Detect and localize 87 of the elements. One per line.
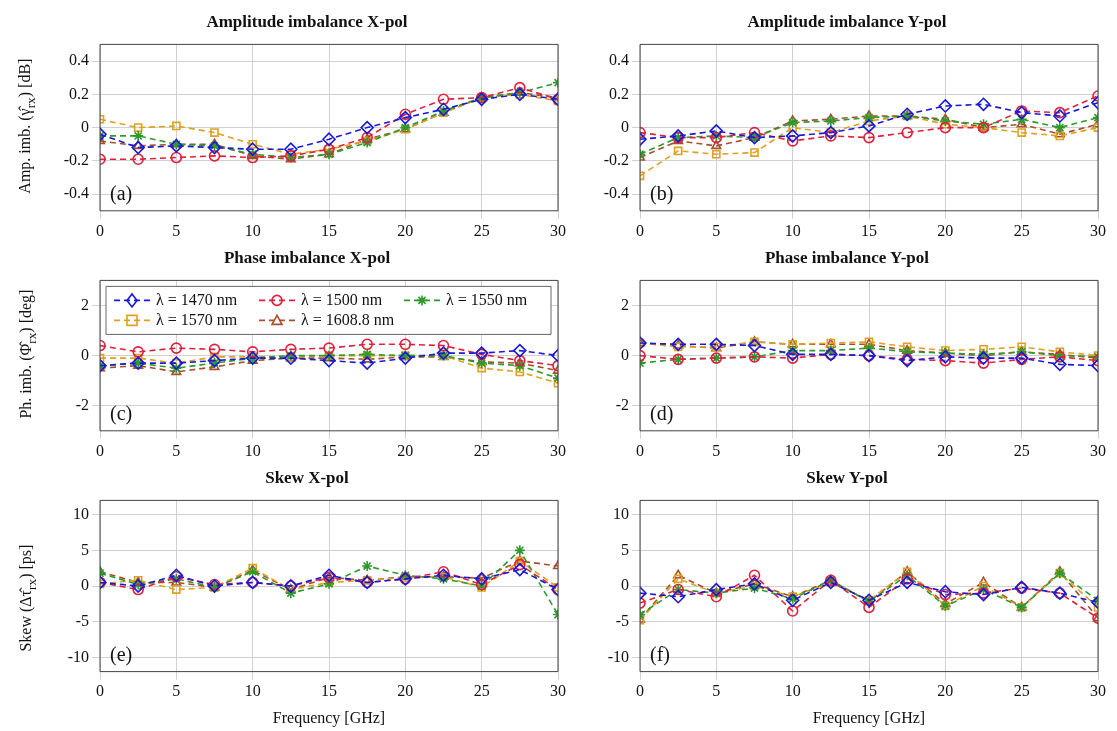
x-tick-label: 20 <box>937 221 954 239</box>
chart-title: Amplitude imbalance X-pol <box>206 11 408 31</box>
y-tick-label: -2 <box>75 395 89 413</box>
y-tick-label: 0 <box>81 576 89 594</box>
legend-label: λ = 1470 nm <box>156 290 238 308</box>
y-tick-label: 0 <box>81 345 89 363</box>
x-tick-label: 20 <box>937 441 954 459</box>
y-tick-label: -10 <box>67 647 89 665</box>
y-tick-label: -0.2 <box>63 151 89 169</box>
chart-title: Skew X-pol <box>265 467 350 487</box>
x-tick-label: 15 <box>861 441 877 459</box>
x-tick-label: 25 <box>1013 682 1030 700</box>
chart-title: Skew Y-pol <box>806 467 888 487</box>
x-tick-label: 5 <box>712 441 721 459</box>
legend-label: λ = 1608.8 nm <box>301 310 395 328</box>
x-tick-label: 15 <box>861 221 877 239</box>
y-tick-label: 0.2 <box>69 84 89 102</box>
annotation: (d) <box>650 402 674 426</box>
x-tick-label: 5 <box>172 441 181 459</box>
x-tick-label: 10 <box>244 682 261 700</box>
chart-title: Amplitude imbalance Y-pol <box>747 11 947 31</box>
x-tick-label: 10 <box>244 441 261 459</box>
y-tick-label: 2 <box>621 295 629 313</box>
x-tick-label: 15 <box>321 682 337 700</box>
y-tick-label: 10 <box>613 504 629 522</box>
x-tick-label: 20 <box>937 682 954 700</box>
x-tick-label: 30 <box>550 682 566 700</box>
y-tick-label: -2 <box>615 395 629 413</box>
x-tick-label: 20 <box>397 221 414 239</box>
x-tick-label: 0 <box>636 682 644 700</box>
y-tick-label: 0 <box>81 117 89 135</box>
x-tick-label: 30 <box>1090 682 1106 700</box>
x-tick-label: 25 <box>1013 441 1030 459</box>
y-tick-label: 5 <box>81 540 89 558</box>
annotation: (f) <box>650 642 670 666</box>
y-tick-label: 5 <box>621 540 629 558</box>
y-tick-label: 0 <box>621 576 629 594</box>
x-tick-label: 0 <box>96 441 104 459</box>
y-tick-label: -10 <box>607 647 629 665</box>
x-tick-label: 0 <box>636 441 644 459</box>
y-tick-label: -0.4 <box>63 184 89 202</box>
legend-label: λ = 1550 nm <box>446 290 528 308</box>
x-tick-label: 10 <box>784 441 801 459</box>
x-tick-label: 30 <box>550 221 566 239</box>
x-tick-label: 0 <box>96 682 104 700</box>
x-tick-label: 25 <box>1013 221 1030 239</box>
x-tick-label: 30 <box>1090 441 1106 459</box>
x-tick-label: 15 <box>861 682 877 700</box>
y-tick-label: 2 <box>81 295 89 313</box>
y-tick-label: 10 <box>73 504 89 522</box>
y-tick-label: 0 <box>621 345 629 363</box>
annotation: (c) <box>110 402 133 426</box>
x-tick-label: 30 <box>550 441 566 459</box>
chart-title: Phase imbalance Y-pol <box>764 247 930 267</box>
y-tick-label: -5 <box>75 611 89 629</box>
x-tick-label: 30 <box>1090 221 1106 239</box>
y-tick-label: -0.2 <box>603 151 629 169</box>
y-tick-label: 0.2 <box>609 84 629 102</box>
x-tick-label: 10 <box>244 221 261 239</box>
x-axis-title: Frequency [GHz] <box>812 708 926 727</box>
y-tick-label: 0.4 <box>69 51 89 69</box>
y-tick-label: 0 <box>621 117 629 135</box>
x-tick-label: 20 <box>397 682 414 700</box>
x-tick-label: 25 <box>473 682 490 700</box>
x-tick-label: 10 <box>784 221 801 239</box>
x-axis-title: Frequency [GHz] <box>272 708 386 727</box>
annotation: (a) <box>110 182 133 206</box>
x-tick-label: 25 <box>473 441 490 459</box>
legend-label: λ = 1500 nm <box>301 290 383 308</box>
x-tick-label: 25 <box>473 221 490 239</box>
y-tick-label: 0.4 <box>609 51 629 69</box>
x-tick-label: 15 <box>321 221 337 239</box>
legend-label: λ = 1570 nm <box>156 310 238 328</box>
x-tick-label: 15 <box>321 441 337 459</box>
annotation: (e) <box>110 642 133 666</box>
x-tick-label: 0 <box>636 221 644 239</box>
x-tick-label: 5 <box>172 221 181 239</box>
x-tick-label: 10 <box>784 682 801 700</box>
x-tick-label: 5 <box>172 682 181 700</box>
x-tick-label: 20 <box>397 441 414 459</box>
x-tick-label: 5 <box>712 682 721 700</box>
x-tick-label: 0 <box>96 221 104 239</box>
chart-title: Phase imbalance X-pol <box>223 247 391 267</box>
y-tick-label: -0.4 <box>603 184 629 202</box>
x-tick-label: 5 <box>712 221 721 239</box>
y-tick-label: -5 <box>615 611 629 629</box>
annotation: (b) <box>650 182 674 206</box>
